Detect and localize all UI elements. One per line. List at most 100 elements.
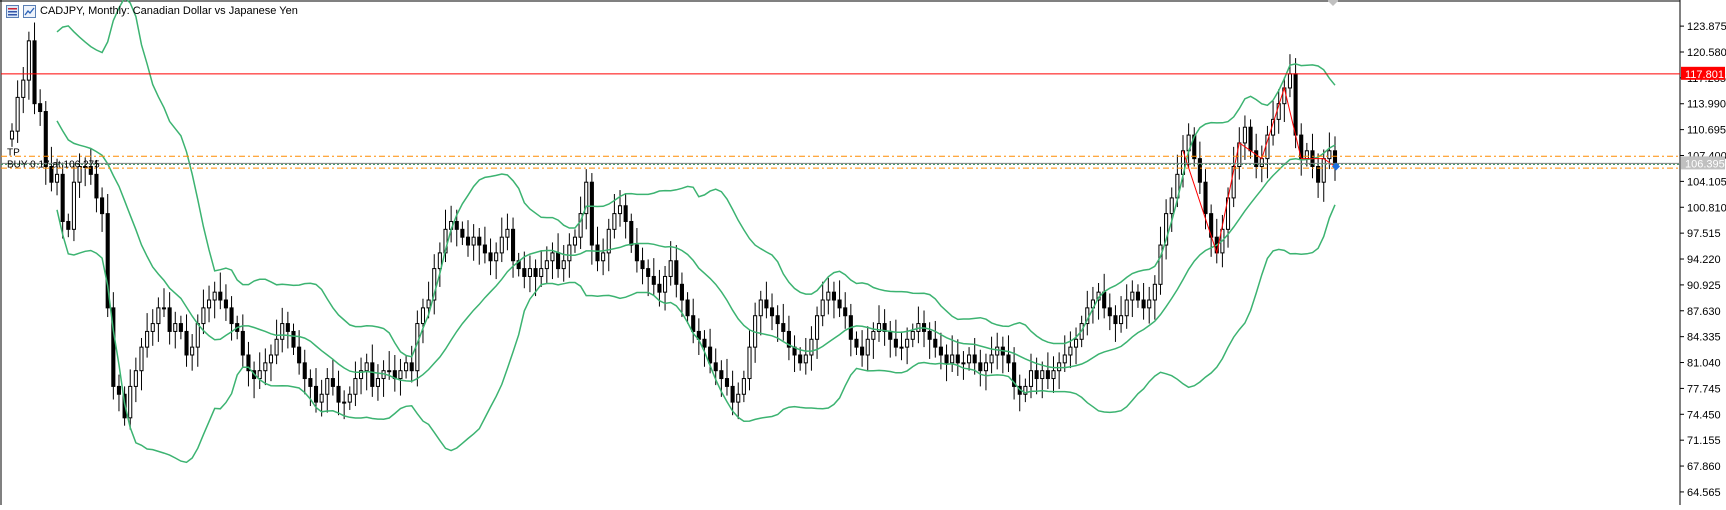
y-axis-tick-label: 97.515 [1687,228,1721,240]
candle-body [83,166,88,169]
candle-body [297,346,302,364]
candle-body [527,268,532,277]
candle-body [589,181,594,246]
zigzag-indicator [1182,86,1336,255]
candle-body [730,385,735,403]
candle-body [617,205,623,215]
candle-body [1327,150,1332,160]
candle-body [426,299,431,309]
candle-body [905,338,910,348]
candle-body [1113,315,1118,325]
y-axis-tick-label: 113.990 [1687,99,1726,111]
candle-body [1006,354,1011,364]
candle-body [173,323,178,332]
candle-body [1040,370,1045,380]
candle-body [668,260,673,277]
candle-body [888,330,893,340]
candle-body [1124,299,1129,317]
candle-body [218,291,223,301]
candle-body [769,307,775,317]
candle-body [88,166,93,175]
candle-body [116,385,122,395]
candle-body [522,268,527,277]
candle-body [556,252,561,270]
candle-body [1254,150,1259,168]
candle-body [1169,197,1174,215]
candle-body [775,315,780,325]
candle-body [409,362,414,372]
candle-body [724,378,730,387]
candle-body [387,370,392,373]
candle-body [803,354,808,364]
y-axis-tick-label: 104.105 [1687,176,1726,188]
candle-body [1102,291,1107,309]
candle-body [1034,370,1039,380]
bollinger-upper-band [56,0,1336,358]
candle-body [105,213,110,309]
candle-body [246,354,251,372]
candle-body [336,385,341,403]
chart-window-icon[interactable] [23,4,36,18]
candle-body [944,354,949,364]
candle-body [679,283,684,301]
candle-body [1051,370,1056,380]
candle-body [364,362,369,372]
candle-body [815,315,820,340]
candle-body [511,228,516,262]
candle-body [674,260,679,285]
candle-body [195,323,200,348]
candle-body [505,228,510,238]
entry-label: BUY 0.17 at 106.275 [7,159,100,170]
chart-title: CADJPY, Monthly: Canadian Dollar vs Japa… [40,5,298,17]
candle-body [657,283,662,293]
candle-body [201,307,206,325]
candle-body [882,323,887,332]
candle-body [223,299,228,309]
candle-body [899,346,904,349]
candle-body [308,378,313,387]
candle-body [1028,370,1034,387]
candle-body [471,236,476,246]
candle-body [1197,158,1202,183]
candle-body [809,338,814,356]
candle-body [826,291,831,301]
y-axis-tick-label: 123.875 [1687,21,1726,33]
candle-body [71,181,76,230]
candle-body [375,378,380,387]
chart-menu-icon[interactable] [6,4,19,18]
candle-body [837,299,842,309]
candle-body [32,40,37,105]
candle-body [499,236,504,254]
candle-body [38,103,43,113]
candle-body [1164,213,1169,246]
candle-body [764,299,769,309]
candle-body [1135,291,1141,301]
candle-body [313,385,319,403]
candle-body [950,354,955,364]
candle-body [927,330,932,340]
candle-body [54,173,60,183]
candle-body [708,346,713,364]
candle-body [685,299,690,317]
candle-body [758,299,763,317]
candle-body [206,299,212,309]
candle-body [854,338,859,348]
candle-body [786,330,791,348]
candle-body [358,370,364,380]
candle-body [961,362,966,365]
candle-body [584,181,589,215]
candle-body [9,130,15,140]
candle-body [139,346,144,372]
candle-body [370,362,375,387]
candle-body [477,236,482,246]
candle-body [831,291,836,301]
candle-body [623,205,628,222]
candle-body [212,291,217,301]
y-axis-tick-label: 110.695 [1687,125,1726,137]
candle-body [798,354,803,364]
candle-body [781,323,786,332]
y-axis-tick-label: 100.810 [1687,202,1726,214]
candle-body [910,330,915,340]
